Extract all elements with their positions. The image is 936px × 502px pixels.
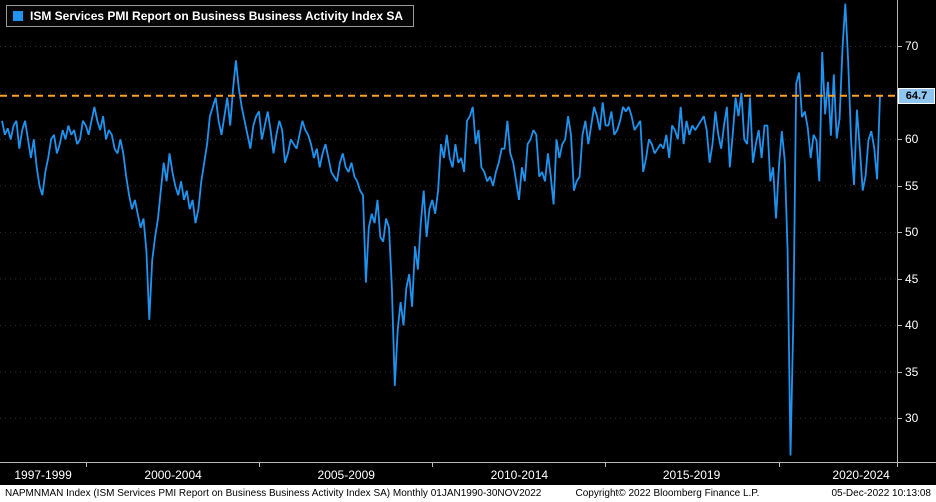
- y-axis-tickmark: [898, 418, 902, 420]
- y-axis-tickmark: [898, 371, 902, 373]
- x-axis-tickmark: [778, 463, 780, 467]
- y-axis: 303540455055606570: [897, 0, 936, 462]
- status-datetime: 05-Dec-2022 10:13:08: [831, 488, 931, 499]
- y-axis-tickmark: [898, 325, 902, 327]
- x-axis-label: 2020-2024: [832, 468, 890, 482]
- y-axis-tickmark: [898, 46, 902, 48]
- y-axis-tick-label: 70: [905, 39, 919, 54]
- x-axis-label: 2010-2014: [490, 468, 549, 482]
- x-axis-label: 2005-2009: [317, 468, 375, 482]
- y-axis-tick-label: 50: [905, 225, 919, 240]
- y-axis-tickmark: [898, 139, 902, 141]
- status-bar: NAPMNMAN Index (ISM Services PMI Report …: [0, 485, 936, 502]
- series-line: [1, 3, 881, 456]
- x-axis-label: 2015-2019: [662, 468, 721, 482]
- y-axis-tickmark: [898, 278, 902, 280]
- x-axis-tickmark: [605, 463, 607, 467]
- last-value-label: 64.7: [898, 87, 935, 104]
- legend[interactable]: ISM Services PMI Report on Business Busi…: [6, 5, 415, 27]
- y-axis-tickmark: [898, 232, 902, 234]
- x-axis-tickmark: [86, 463, 88, 467]
- status-ticker-info: NAPMNMAN Index (ISM Services PMI Report …: [5, 488, 542, 499]
- x-axis-tickmark: [897, 463, 898, 467]
- y-axis-tickmark: [898, 185, 902, 187]
- series-label: ISM Services PMI Report on Business Busi…: [30, 9, 404, 23]
- y-axis-tick-label: 45: [905, 271, 919, 286]
- y-axis-tick-label: 35: [905, 364, 919, 379]
- y-axis-tick-label: 40: [905, 318, 919, 333]
- chart-area[interactable]: 303540455055606570 ISM Services PMI Repo…: [0, 0, 936, 462]
- y-axis-tick-label: 55: [905, 178, 919, 193]
- status-copyright: Copyright© 2022 Bloomberg Finance L.P.: [575, 488, 760, 499]
- series-swatch-icon: [13, 11, 23, 21]
- y-axis-tick-label: 30: [905, 411, 919, 426]
- x-axis-tickmark: [259, 463, 261, 467]
- y-axis-tick-label: 60: [905, 132, 919, 147]
- x-axis-label: 2000-2004: [144, 468, 202, 482]
- plot-canvas[interactable]: [0, 0, 897, 462]
- x-axis-tickmark: [432, 463, 434, 467]
- x-axis-label: 1997-1999: [14, 468, 72, 482]
- x-axis: 1997-1999 2000-2004 2005-2009 2010-2014 2015…: [0, 462, 936, 485]
